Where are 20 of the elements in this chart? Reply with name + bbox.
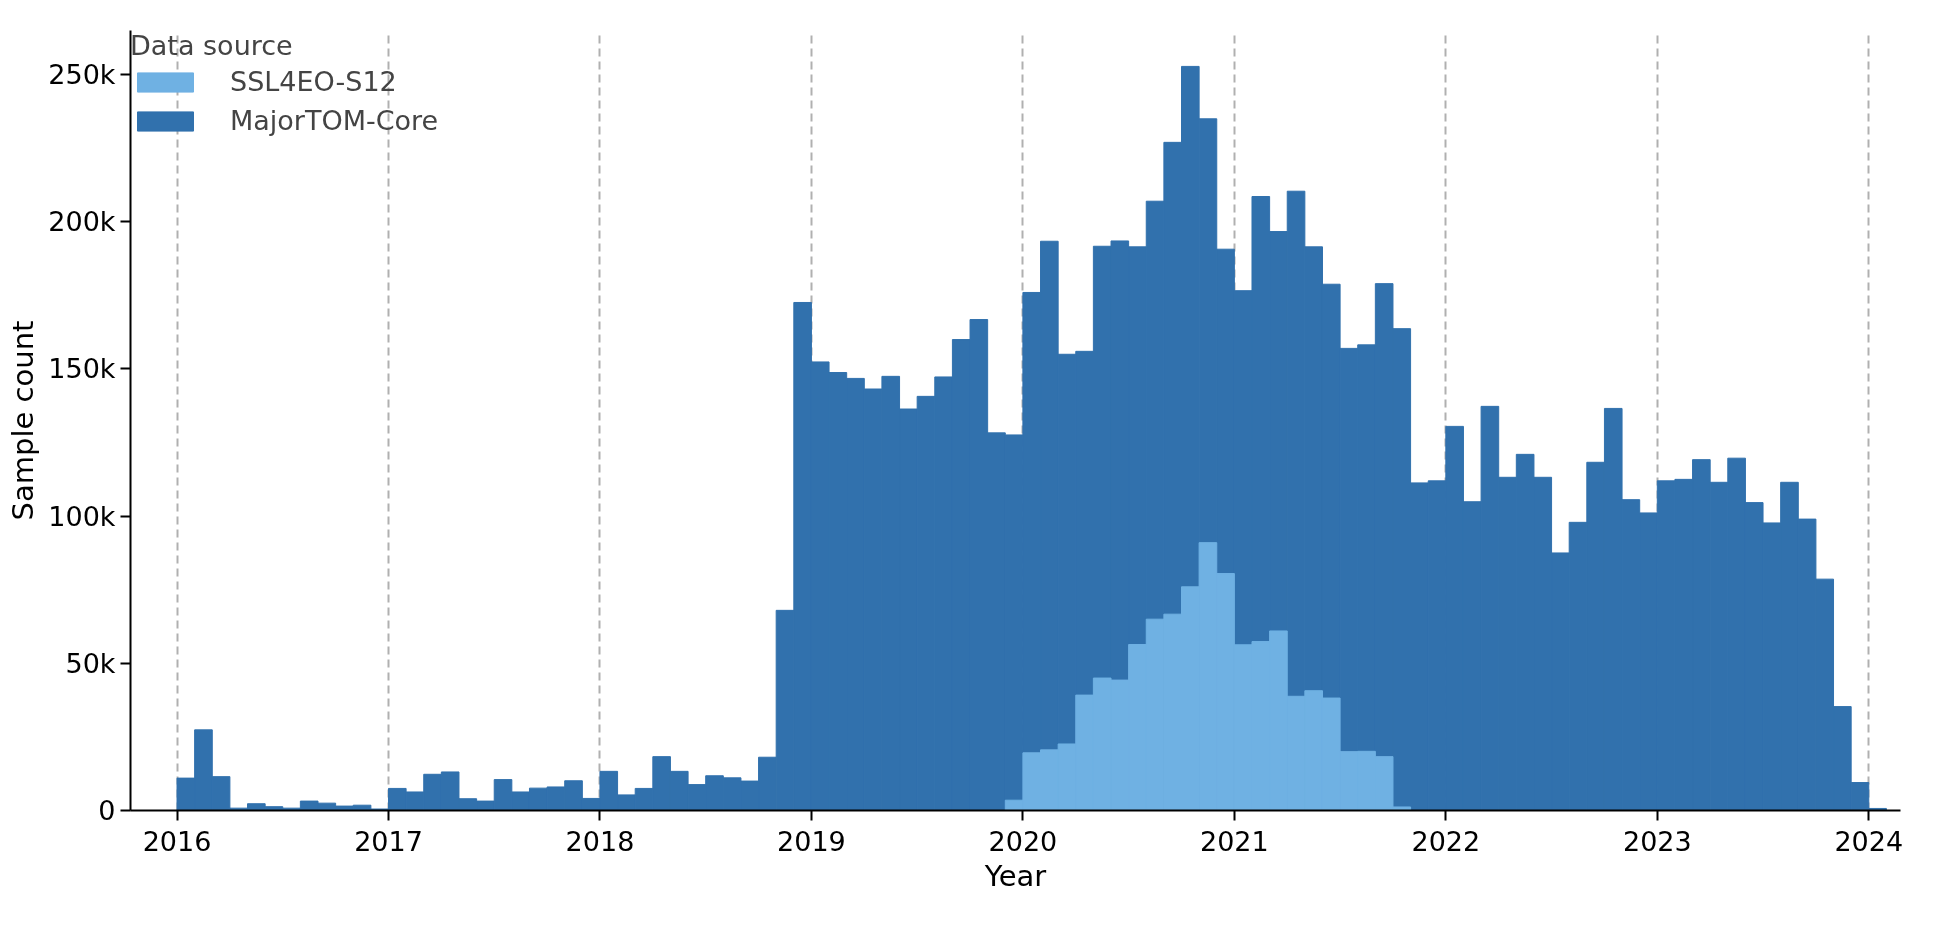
x-tick-label: 2023 [1622, 825, 1692, 857]
x-tick-label: 2020 [988, 825, 1058, 857]
y-axis-title: Sample count [6, 320, 41, 521]
y-tick-label: 50k [65, 647, 116, 679]
legend-title: Data source [130, 30, 294, 61]
x-tick-label: 2016 [142, 825, 212, 857]
legend-label: SSL4EO-S12 [230, 66, 397, 97]
x-tick-label: 2017 [354, 825, 423, 857]
legend-label: MajorTOM-Core [230, 105, 439, 136]
x-tick-label: 2019 [777, 825, 846, 857]
x-tick-label: 2024 [1834, 825, 1904, 857]
y-tick-label: 150k [48, 353, 116, 385]
x-axis-title: Year [983, 858, 1047, 893]
x-tick-label: 2018 [565, 825, 635, 857]
x-tick-label: 2022 [1411, 825, 1481, 857]
y-tick-label: 100k [48, 500, 116, 532]
y-tick-label: 250k [48, 59, 116, 91]
y-tick-label: 200k [48, 206, 116, 238]
y-tick-label: 0 [98, 795, 116, 826]
x-tick-label: 2021 [1200, 825, 1269, 857]
